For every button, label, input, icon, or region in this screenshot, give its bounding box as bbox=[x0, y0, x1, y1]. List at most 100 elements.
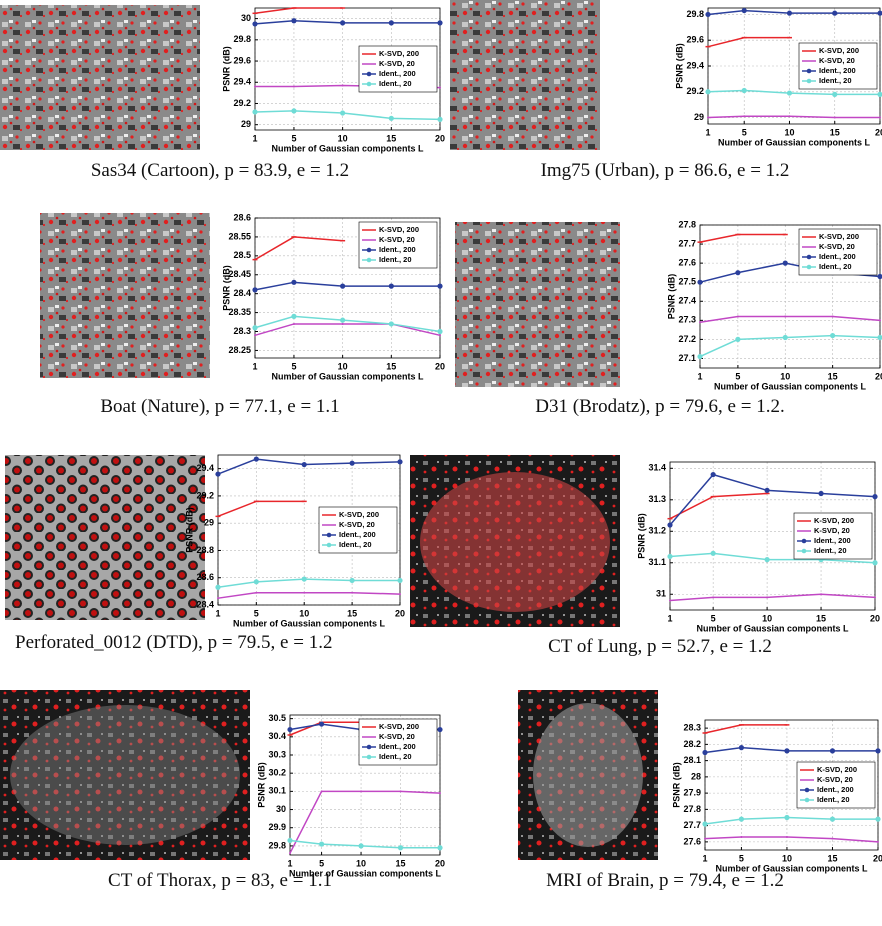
x-tick-label: 15 bbox=[828, 371, 838, 381]
x-tick-label: 1 bbox=[702, 853, 707, 863]
x-tick-label: 10 bbox=[762, 613, 772, 623]
marker bbox=[735, 270, 740, 275]
x-tick-label: 15 bbox=[347, 608, 357, 618]
marker bbox=[389, 284, 394, 289]
marker bbox=[437, 727, 442, 732]
marker bbox=[667, 554, 672, 559]
series-line bbox=[705, 748, 878, 753]
image-boat bbox=[40, 213, 210, 378]
marker bbox=[399, 593, 401, 595]
series-line bbox=[255, 111, 440, 119]
y-tick-label: 28.6 bbox=[196, 572, 214, 582]
marker bbox=[291, 18, 296, 23]
series-line bbox=[290, 791, 440, 853]
x-tick-label: 10 bbox=[299, 608, 309, 618]
marker bbox=[712, 596, 714, 598]
legend-label: Ident., 20 bbox=[817, 795, 850, 804]
legend-label: Ident., 200 bbox=[379, 245, 416, 254]
x-tick-label: 15 bbox=[827, 853, 837, 863]
marker bbox=[783, 335, 788, 340]
legend-label: K-SVD, 200 bbox=[814, 516, 854, 525]
legend-marker bbox=[367, 82, 372, 87]
marker bbox=[215, 471, 220, 476]
marker bbox=[252, 109, 257, 114]
y-axis-label: PSNR (dB) bbox=[221, 265, 231, 311]
marker bbox=[439, 334, 441, 336]
marker bbox=[439, 792, 441, 794]
y-tick-label: 29.8 bbox=[686, 9, 704, 19]
marker bbox=[707, 117, 709, 119]
series-line bbox=[255, 237, 343, 260]
marker bbox=[737, 316, 739, 318]
chart: 27.127.227.327.427.527.627.727.815101520… bbox=[666, 219, 882, 391]
y-tick-label: 30 bbox=[276, 804, 286, 814]
marker bbox=[319, 721, 324, 726]
marker bbox=[667, 522, 672, 527]
marker bbox=[358, 843, 363, 848]
chart: 3131.131.231.331.415101520Number of Gaus… bbox=[636, 462, 880, 633]
caption: CT of Lung, p = 52.7, e = 1.2 bbox=[548, 636, 772, 658]
caption: D31 (Brodatz), p = 79.6, e = 1.2. bbox=[535, 396, 784, 418]
marker bbox=[437, 20, 442, 25]
legend-label: K-SVD, 20 bbox=[819, 56, 855, 65]
marker bbox=[874, 596, 876, 598]
y-tick-label: 28.1 bbox=[683, 755, 701, 765]
x-tick-label: 10 bbox=[338, 133, 348, 143]
image-brain-body bbox=[533, 703, 643, 847]
chart: 28.428.628.82929.229.415101520Number of … bbox=[184, 455, 405, 628]
marker bbox=[360, 790, 362, 792]
legend-marker bbox=[805, 788, 810, 793]
marker bbox=[879, 117, 881, 119]
legend-label: Ident., 20 bbox=[814, 546, 847, 555]
x-tick-label: 5 bbox=[739, 853, 744, 863]
y-tick-label: 29 bbox=[241, 119, 251, 129]
y-axis-label: PSNR (dB) bbox=[674, 43, 684, 89]
x-tick-label: 5 bbox=[291, 361, 296, 371]
x-tick-label: 5 bbox=[319, 858, 324, 868]
caption: Img75 (Urban), p = 86.6, e = 1.2 bbox=[541, 160, 790, 182]
image-img75 bbox=[450, 0, 600, 150]
marker bbox=[830, 333, 835, 338]
x-tick-label: 20 bbox=[435, 361, 445, 371]
x-tick-label: 20 bbox=[870, 613, 880, 623]
marker bbox=[786, 836, 788, 838]
y-tick-label: 31 bbox=[656, 589, 666, 599]
y-tick-label: 28.3 bbox=[683, 723, 701, 733]
marker bbox=[697, 354, 702, 359]
series-line bbox=[700, 235, 785, 243]
y-tick-label: 28 bbox=[691, 771, 701, 781]
legend-label: Ident., 200 bbox=[814, 536, 851, 545]
marker bbox=[291, 108, 296, 113]
marker bbox=[252, 21, 257, 26]
legend-label: K-SVD, 200 bbox=[819, 232, 859, 241]
y-tick-label: 28.4 bbox=[233, 288, 251, 298]
series-line bbox=[255, 282, 440, 290]
series-line bbox=[708, 90, 880, 94]
legend-label: K-SVD, 20 bbox=[379, 235, 415, 244]
y-tick-label: 27.6 bbox=[683, 836, 701, 846]
y-tick-label: 31.1 bbox=[648, 557, 666, 567]
y-tick-label: 27.7 bbox=[683, 820, 701, 830]
series-line bbox=[705, 837, 878, 842]
y-tick-label: 27.6 bbox=[678, 258, 696, 268]
marker bbox=[872, 494, 877, 499]
x-tick-label: 5 bbox=[711, 613, 716, 623]
legend-label: K-SVD, 20 bbox=[817, 775, 853, 784]
image-lung-body bbox=[420, 472, 610, 612]
y-axis-label: PSNR (dB) bbox=[184, 507, 194, 553]
x-tick-label: 20 bbox=[395, 608, 405, 618]
x-tick-label: 20 bbox=[435, 133, 445, 143]
y-tick-label: 29.6 bbox=[686, 35, 704, 45]
y-axis-label: PSNR (dB) bbox=[636, 513, 646, 559]
x-axis-label: Number of Gaussian components L bbox=[233, 618, 386, 628]
marker bbox=[784, 748, 789, 753]
marker bbox=[254, 86, 256, 88]
marker bbox=[289, 852, 291, 854]
images bbox=[0, 0, 658, 860]
x-tick-label: 20 bbox=[873, 853, 882, 863]
marker bbox=[743, 115, 745, 117]
series-line bbox=[255, 324, 440, 335]
legend-label: K-SVD, 200 bbox=[379, 722, 419, 731]
